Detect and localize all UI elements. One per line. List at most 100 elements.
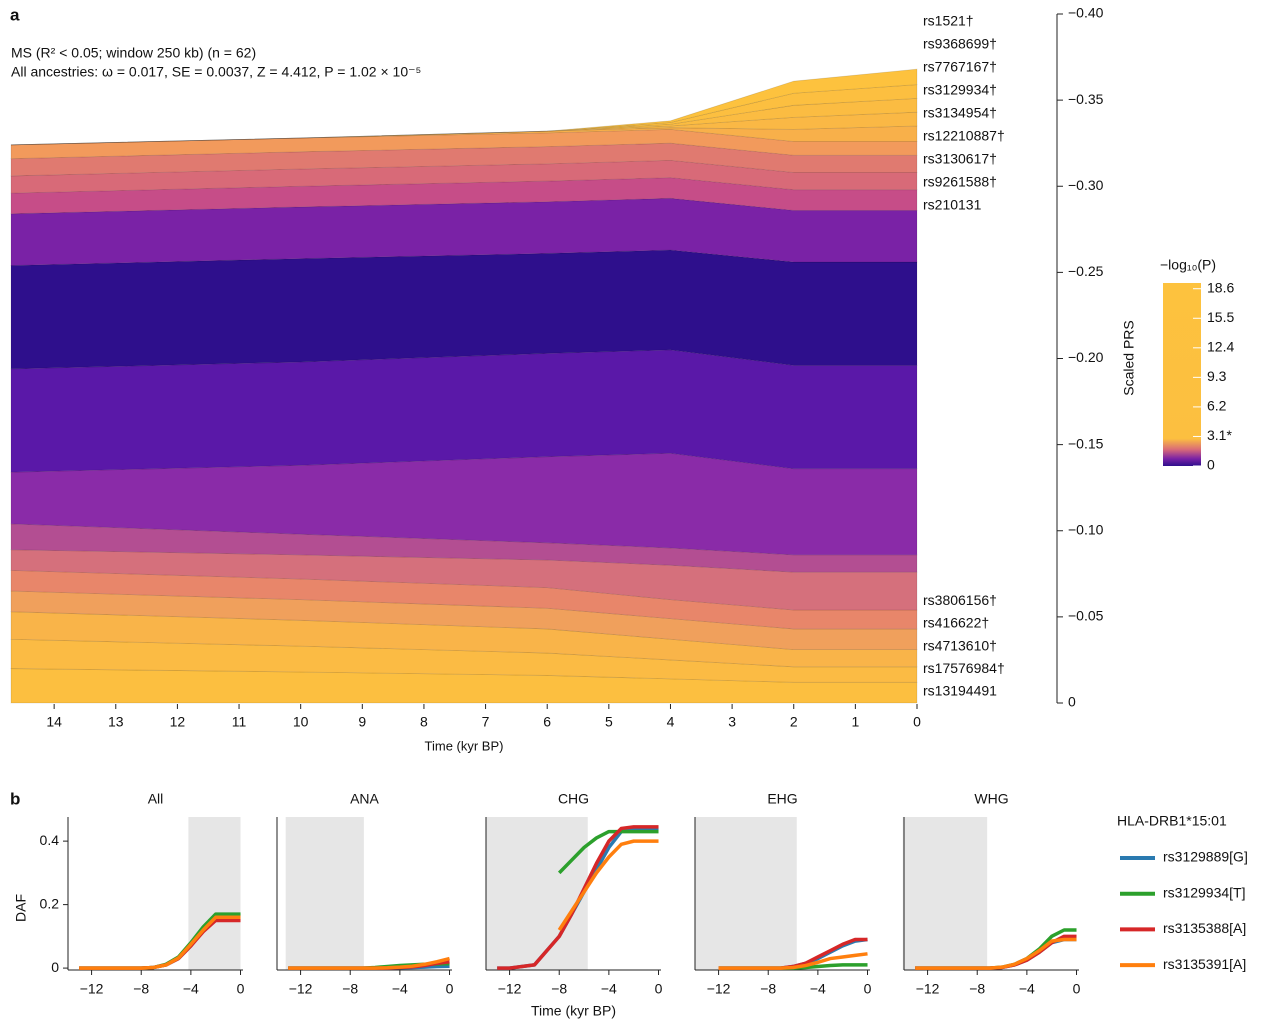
area-layer bbox=[10, 349, 918, 473]
data-line bbox=[557, 839, 659, 931]
y-axis-label: DAF bbox=[13, 894, 29, 922]
colorbar-tick-label: 18.6 bbox=[1207, 279, 1234, 295]
x-tick-label: 7 bbox=[482, 714, 490, 730]
panel-title: EHG bbox=[767, 791, 797, 807]
x-tick-label: −12 bbox=[498, 981, 522, 997]
series-label: rs4713610† bbox=[923, 637, 997, 653]
area-layer bbox=[10, 668, 918, 704]
legend-label: rs3135391[A] bbox=[1163, 956, 1246, 972]
x-tick-label: −4 bbox=[601, 981, 617, 997]
shaded-period bbox=[902, 817, 988, 970]
y-tick-label: −0.40 bbox=[1068, 5, 1104, 21]
colorbar-tick-label: 15.5 bbox=[1207, 309, 1234, 325]
panel-title: All bbox=[148, 791, 164, 807]
shaded-period bbox=[486, 817, 588, 970]
panel-title: ANA bbox=[350, 791, 379, 807]
series-label: rs3130617† bbox=[923, 151, 997, 167]
x-tick-label: −4 bbox=[1019, 981, 1035, 997]
panel-label: b bbox=[10, 789, 20, 808]
series-label: rs3134954† bbox=[923, 105, 997, 121]
x-tick-label: −12 bbox=[289, 981, 313, 997]
y-tick-label: 0 bbox=[1068, 694, 1076, 710]
shaded-period bbox=[285, 817, 364, 970]
x-tick-label: −12 bbox=[707, 981, 731, 997]
x-tick-label: −4 bbox=[183, 981, 199, 997]
area-layer bbox=[10, 97, 918, 146]
area-layer bbox=[10, 125, 918, 146]
panel-title: WHG bbox=[974, 791, 1008, 807]
x-tick-label: 1 bbox=[851, 714, 859, 730]
y-tick-label: −0.05 bbox=[1068, 608, 1104, 624]
area-layer bbox=[10, 68, 918, 146]
x-tick-label: 14 bbox=[46, 714, 62, 730]
y-tick-label: −0.30 bbox=[1068, 177, 1104, 193]
colorbar bbox=[1163, 283, 1201, 466]
area-layer bbox=[10, 84, 918, 146]
area-layer bbox=[10, 197, 918, 266]
y-axis-label: Scaled PRS bbox=[1121, 320, 1137, 395]
annotation: MS (R² < 0.05; window 250 kb) (n = 62) bbox=[11, 45, 256, 61]
series-label: rs9261588† bbox=[923, 174, 997, 190]
x-tick-label: 0 bbox=[237, 981, 245, 997]
annotation: All ancestries: ω = 0.017, SE = 0.0037, … bbox=[11, 64, 421, 80]
panel-title: CHG bbox=[558, 791, 589, 807]
x-tick-label: 2 bbox=[790, 714, 798, 730]
legend-label: rs3135388[A] bbox=[1163, 920, 1246, 936]
x-tick-label: 0 bbox=[446, 981, 454, 997]
colorbar-tick-label: 9.3 bbox=[1207, 368, 1227, 384]
x-tick-label: −8 bbox=[969, 981, 985, 997]
series-label: rs416622† bbox=[923, 615, 989, 631]
colorbar-tick-label: 6.2 bbox=[1207, 398, 1227, 414]
area-layer bbox=[10, 177, 918, 215]
legend-label: rs3129889[G] bbox=[1163, 849, 1248, 865]
y-tick-label: −0.35 bbox=[1068, 91, 1104, 107]
y-tick-label: −0.10 bbox=[1068, 521, 1104, 537]
data-line bbox=[288, 956, 450, 970]
data-line bbox=[497, 825, 659, 970]
shaded-period bbox=[695, 817, 797, 970]
x-tick-label: 8 bbox=[420, 714, 428, 730]
x-tick-label: −4 bbox=[810, 981, 826, 997]
data-line bbox=[557, 829, 659, 875]
data-line bbox=[79, 915, 241, 970]
series-label: rs17576984† bbox=[923, 660, 1005, 676]
series-label: rs1521† bbox=[923, 13, 974, 29]
series-label: rs9368699† bbox=[923, 36, 997, 52]
series-label: rs13194491 bbox=[923, 683, 997, 699]
area-layer bbox=[10, 569, 918, 630]
x-tick-label: 5 bbox=[605, 714, 613, 730]
area-layer bbox=[10, 249, 918, 370]
panel-label: a bbox=[10, 5, 20, 24]
x-tick-label: 0 bbox=[1073, 981, 1081, 997]
area-layer bbox=[10, 142, 918, 177]
y-tick-label: −0.15 bbox=[1068, 435, 1104, 451]
y-tick-label: 0.2 bbox=[40, 895, 60, 911]
x-tick-label: −8 bbox=[342, 981, 358, 997]
legend-title: HLA-DRB1*15:01 bbox=[1117, 813, 1227, 829]
colorbar-title: −log₁₀(P) bbox=[1160, 257, 1216, 273]
area-layer bbox=[10, 590, 918, 651]
x-tick-label: 11 bbox=[232, 714, 247, 730]
colorbar-tick-label: 3.1* bbox=[1207, 427, 1232, 443]
series-label: rs7767167† bbox=[923, 59, 997, 75]
x-tick-label: 10 bbox=[293, 714, 309, 730]
x-tick-label: 9 bbox=[358, 714, 366, 730]
x-tick-label: −8 bbox=[133, 981, 149, 997]
area-layer bbox=[10, 111, 918, 146]
x-tick-label: −8 bbox=[760, 981, 776, 997]
x-tick-label: −4 bbox=[392, 981, 408, 997]
y-tick-label: 0 bbox=[51, 959, 59, 975]
x-tick-label: 12 bbox=[170, 714, 186, 730]
series-label: rs210131 bbox=[923, 197, 982, 213]
series-label: rs3806156† bbox=[923, 592, 997, 608]
series-label: rs12210887† bbox=[923, 128, 1005, 144]
x-tick-label: 4 bbox=[667, 714, 675, 730]
x-tick-label: −12 bbox=[80, 981, 104, 997]
colorbar-tick-label: 0 bbox=[1207, 457, 1215, 473]
x-tick-label: 0 bbox=[864, 981, 872, 997]
x-tick-label: 0 bbox=[655, 981, 663, 997]
x-axis-label: Time (kyr BP) bbox=[425, 738, 504, 753]
series-label: rs3129934† bbox=[923, 82, 997, 98]
x-tick-label: 6 bbox=[543, 714, 551, 730]
